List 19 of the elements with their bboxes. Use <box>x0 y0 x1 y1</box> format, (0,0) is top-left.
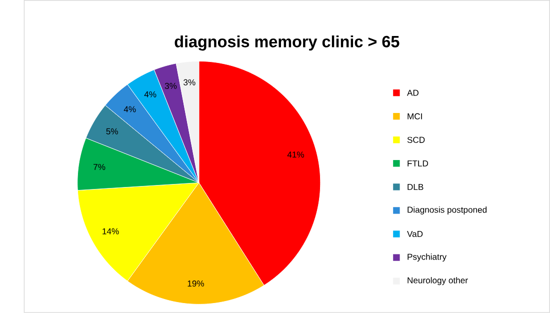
data-label: 3% <box>184 79 196 86</box>
data-label: 5% <box>106 128 118 134</box>
legend-label: Neurology other <box>408 277 468 286</box>
data-label: 3% <box>164 82 177 89</box>
legend-label: Psychiatry <box>408 254 447 262</box>
legend-label: SCD <box>407 136 425 143</box>
legend-label: Diagnosis postponed <box>408 206 487 215</box>
data-label: 4% <box>124 106 136 112</box>
data-label: 14% <box>102 228 119 234</box>
legend-label: FTLD <box>408 160 428 166</box>
legend-label: AD <box>407 90 419 96</box>
legend-label: DLB <box>408 184 424 190</box>
data-label: 19% <box>188 280 204 287</box>
data-label: 41% <box>287 152 304 158</box>
legend-label: MCI <box>408 113 422 120</box>
data-label: 7% <box>94 164 106 170</box>
data-label: 4% <box>144 91 156 98</box>
legend-label: VaD <box>407 231 423 238</box>
chart-title: diagnosis memory clinic > 65 <box>174 36 400 51</box>
